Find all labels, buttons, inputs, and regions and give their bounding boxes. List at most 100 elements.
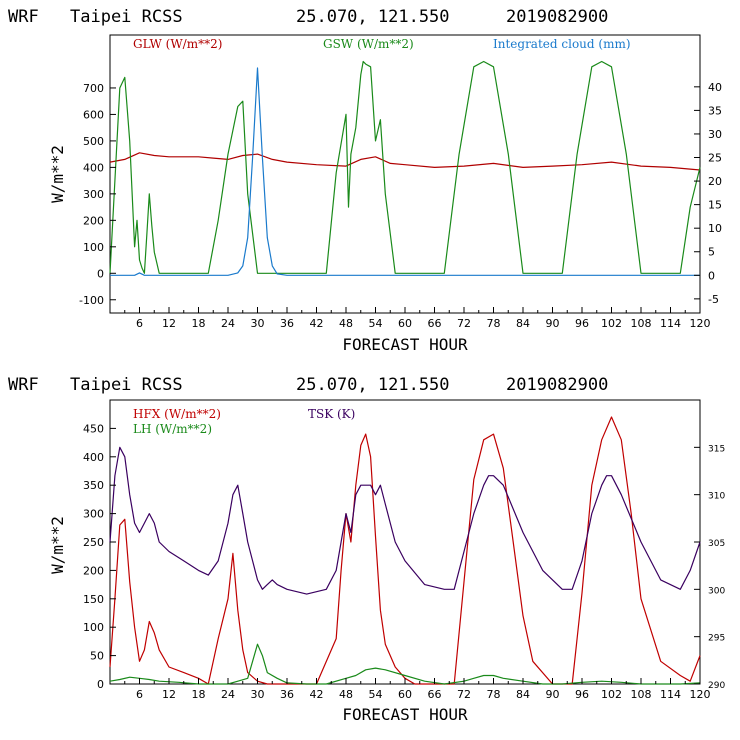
y2-tick-label: 10 bbox=[708, 222, 722, 235]
chart1-y2-ticks: -5 0 5 10 15 20 25 30 35 40 bbox=[694, 81, 722, 306]
x-tick-label: 96 bbox=[575, 317, 589, 330]
x-tick-label: 72 bbox=[457, 688, 471, 701]
chart1-legend-cloud: Integrated cloud (mm) bbox=[493, 37, 631, 51]
y-tick-label: -100 bbox=[79, 294, 104, 307]
x-tick-label: 42 bbox=[310, 688, 324, 701]
x-tick-label: 96 bbox=[575, 688, 589, 701]
x-tick-label: 66 bbox=[428, 317, 442, 330]
x-tick-label: 72 bbox=[457, 317, 471, 330]
chart2-header-model: WRF bbox=[8, 375, 39, 395]
y2-tick-label: 35 bbox=[708, 104, 722, 117]
x-tick-label: 90 bbox=[546, 317, 560, 330]
chart1-header-model: WRF bbox=[8, 7, 39, 27]
x-tick-label: 120 bbox=[690, 317, 711, 330]
chart1-legend-glw: GLW (W/m**2) bbox=[133, 37, 222, 51]
x-tick-label: 48 bbox=[339, 688, 353, 701]
y-tick-label: 400 bbox=[83, 161, 104, 174]
x-tick-label: 18 bbox=[192, 317, 206, 330]
series-line-glw bbox=[109, 152, 701, 171]
x-tick-label: 120 bbox=[690, 688, 711, 701]
chart2-x-axis-label: FORECAST HOUR bbox=[342, 705, 468, 724]
y-tick-label: 100 bbox=[83, 241, 104, 254]
x-tick-label: 48 bbox=[339, 317, 353, 330]
y-tick-label: 200 bbox=[83, 564, 104, 577]
chart1-plot-frame bbox=[109, 34, 701, 314]
y2-tick-label: 290 bbox=[708, 681, 725, 691]
chart-2: WRF Taipei RCSS 25.070, 121.550 20190829… bbox=[8, 375, 725, 724]
chart1-y-axis-label: W/m**2 bbox=[48, 145, 67, 203]
y-tick-label: 350 bbox=[83, 479, 104, 492]
y-tick-label: 0 bbox=[97, 678, 104, 691]
x-tick-label: 102 bbox=[601, 688, 622, 701]
x-tick-label: 114 bbox=[660, 317, 681, 330]
x-tick-label: 60 bbox=[398, 317, 412, 330]
y2-tick-label: 40 bbox=[708, 81, 722, 94]
chart2-legend-hfx: HFX (W/m**2) bbox=[133, 407, 221, 421]
chart-1: WRF Taipei RCSS 25.070, 121.550 20190829… bbox=[8, 7, 722, 354]
x-tick-label: 66 bbox=[428, 688, 442, 701]
y-tick-label: 600 bbox=[83, 108, 104, 121]
x-tick-label: 36 bbox=[280, 688, 294, 701]
y2-tick-label: 300 bbox=[708, 586, 725, 596]
y-tick-label: 500 bbox=[83, 135, 104, 148]
chart1-x-axis-label: FORECAST HOUR bbox=[342, 335, 468, 354]
y-tick-label: 250 bbox=[83, 536, 104, 549]
y2-tick-label: 5 bbox=[708, 246, 715, 259]
x-tick-label: 24 bbox=[221, 688, 235, 701]
series-line-lh bbox=[109, 643, 701, 685]
x-tick-label: 30 bbox=[251, 317, 265, 330]
x-tick-label: 12 bbox=[162, 688, 176, 701]
y-tick-label: 200 bbox=[83, 214, 104, 227]
y2-tick-label: 15 bbox=[708, 199, 722, 212]
y2-tick-label: -5 bbox=[708, 293, 719, 306]
y2-tick-label: 295 bbox=[708, 634, 725, 644]
y2-tick-label: 315 bbox=[708, 444, 725, 454]
x-tick-label: 36 bbox=[280, 317, 294, 330]
x-tick-label: 24 bbox=[221, 317, 235, 330]
chart2-legend-tsk: TSK (K) bbox=[308, 407, 355, 421]
chart1-plot-area bbox=[109, 60, 701, 276]
chart1-header-init: 2019082900 bbox=[506, 7, 608, 27]
y2-tick-label: 25 bbox=[708, 152, 722, 165]
x-tick-label: 6 bbox=[136, 688, 143, 701]
y2-tick-label: 310 bbox=[708, 492, 725, 502]
x-tick-label: 78 bbox=[487, 688, 501, 701]
chart2-y-ticks: 0 50 100 150 200 250 300 350 400 450 bbox=[83, 422, 116, 691]
y-tick-label: 300 bbox=[83, 508, 104, 521]
x-tick-label: 12 bbox=[162, 317, 176, 330]
series-line-tsk bbox=[109, 446, 701, 595]
x-tick-label: 114 bbox=[660, 688, 681, 701]
chart1-y-ticks: -100 0 100 200 300 400 500 600 700 bbox=[79, 82, 116, 307]
x-tick-label: 6 bbox=[136, 317, 143, 330]
chart1-legend-gsw: GSW (W/m**2) bbox=[323, 37, 414, 51]
y-tick-label: 450 bbox=[83, 422, 104, 435]
x-tick-label: 78 bbox=[487, 317, 501, 330]
x-tick-label: 60 bbox=[398, 688, 412, 701]
y-tick-label: 0 bbox=[97, 267, 104, 280]
series-line-integrated bbox=[110, 67, 700, 276]
y2-tick-label: 305 bbox=[708, 539, 725, 549]
chart2-legend-lh: LH (W/m**2) bbox=[133, 422, 212, 436]
chart2-header-coords: 25.070, 121.550 bbox=[296, 375, 450, 395]
chart1-x-ticks: 6 12 18 24 30 36 42 48 54 60 66 72 78 84 90 96 102 108 114… bbox=[124, 307, 711, 330]
x-tick-label: 108 bbox=[631, 317, 652, 330]
y2-tick-label: 30 bbox=[708, 128, 722, 141]
series-line-gsw bbox=[109, 60, 701, 274]
x-tick-label: 30 bbox=[251, 688, 265, 701]
x-tick-label: 90 bbox=[546, 688, 560, 701]
x-tick-label: 42 bbox=[310, 317, 324, 330]
y-tick-label: 700 bbox=[83, 82, 104, 95]
y-tick-label: 100 bbox=[83, 621, 104, 634]
y-tick-label: 150 bbox=[83, 593, 104, 606]
chart2-x-ticks: 6 12 18 24 30 36 42 48 54 60 66 72 78 84 90 96 102 108 114… bbox=[124, 678, 711, 701]
y-tick-label: 50 bbox=[90, 650, 104, 663]
chart2-header-station: Taipei RCSS bbox=[70, 375, 183, 395]
chart2-plot-area bbox=[109, 416, 701, 685]
y2-tick-label: 20 bbox=[708, 175, 722, 188]
chart1-header-station: Taipei RCSS bbox=[70, 7, 183, 27]
x-tick-label: 54 bbox=[369, 317, 383, 330]
x-tick-label: 84 bbox=[516, 317, 530, 330]
chart2-y2-ticks: 290 295 300 305 310 315 bbox=[694, 444, 725, 691]
chart2-y-axis-label: W/m**2 bbox=[48, 516, 67, 574]
